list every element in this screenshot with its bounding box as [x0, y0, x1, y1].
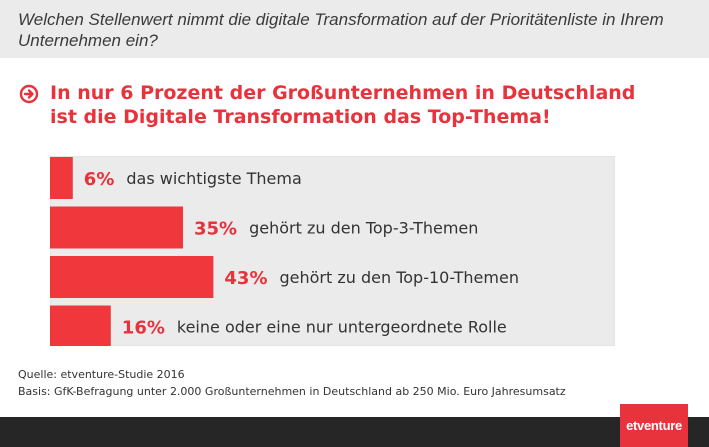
source-line: Quelle: etventure-Studie 2016 [18, 368, 185, 381]
bar-4 [50, 305, 111, 346]
source-note: Quelle: etventure-Studie 2016 Basis: GfK… [18, 366, 698, 400]
bar-category-label-1: das wichtigste Thema [126, 169, 301, 188]
bar-2 [50, 206, 183, 249]
footer-bar [0, 417, 709, 447]
bar-category-label-3: gehört zu den Top-10-Themen [279, 268, 518, 287]
bar-value-label-1: 6% [84, 169, 115, 190]
headline: In nur 6 Prozent der Großunternehmen in … [50, 81, 650, 129]
bar-chart-svg: 6% das wichtigste Thema 35% gehört zu den T… [50, 156, 615, 346]
chart-panel [50, 156, 615, 346]
bar-category-label-4: keine oder eine nur untergeordnete Rolle [177, 318, 507, 337]
headline-line-2: ist die Digitale Transformation das Top-… [50, 106, 551, 128]
arrow-circle-icon [19, 84, 39, 104]
bar-value-label-2: 35% [194, 219, 237, 240]
question-band: Welchen Stellenwert nimmt die digitale T… [0, 0, 709, 58]
bar-chart: 6% das wichtigste Thema 35% gehört zu den T… [50, 156, 615, 346]
bar-value-label-4: 16% [122, 318, 165, 339]
basis-line: Basis: GfK-Befragung unter 2.000 Großunt… [18, 385, 566, 398]
survey-question: Welchen Stellenwert nimmt die digitale T… [18, 10, 664, 50]
bar-category-label-2: gehört zu den Top-3-Themen [249, 219, 478, 238]
etventure-logo: etventure [620, 404, 688, 447]
bar-3 [50, 256, 214, 298]
headline-line-1: In nur 6 Prozent der Großunternehmen in … [50, 82, 636, 104]
bar-1 [50, 157, 73, 199]
bar-value-label-3: 43% [224, 268, 267, 289]
